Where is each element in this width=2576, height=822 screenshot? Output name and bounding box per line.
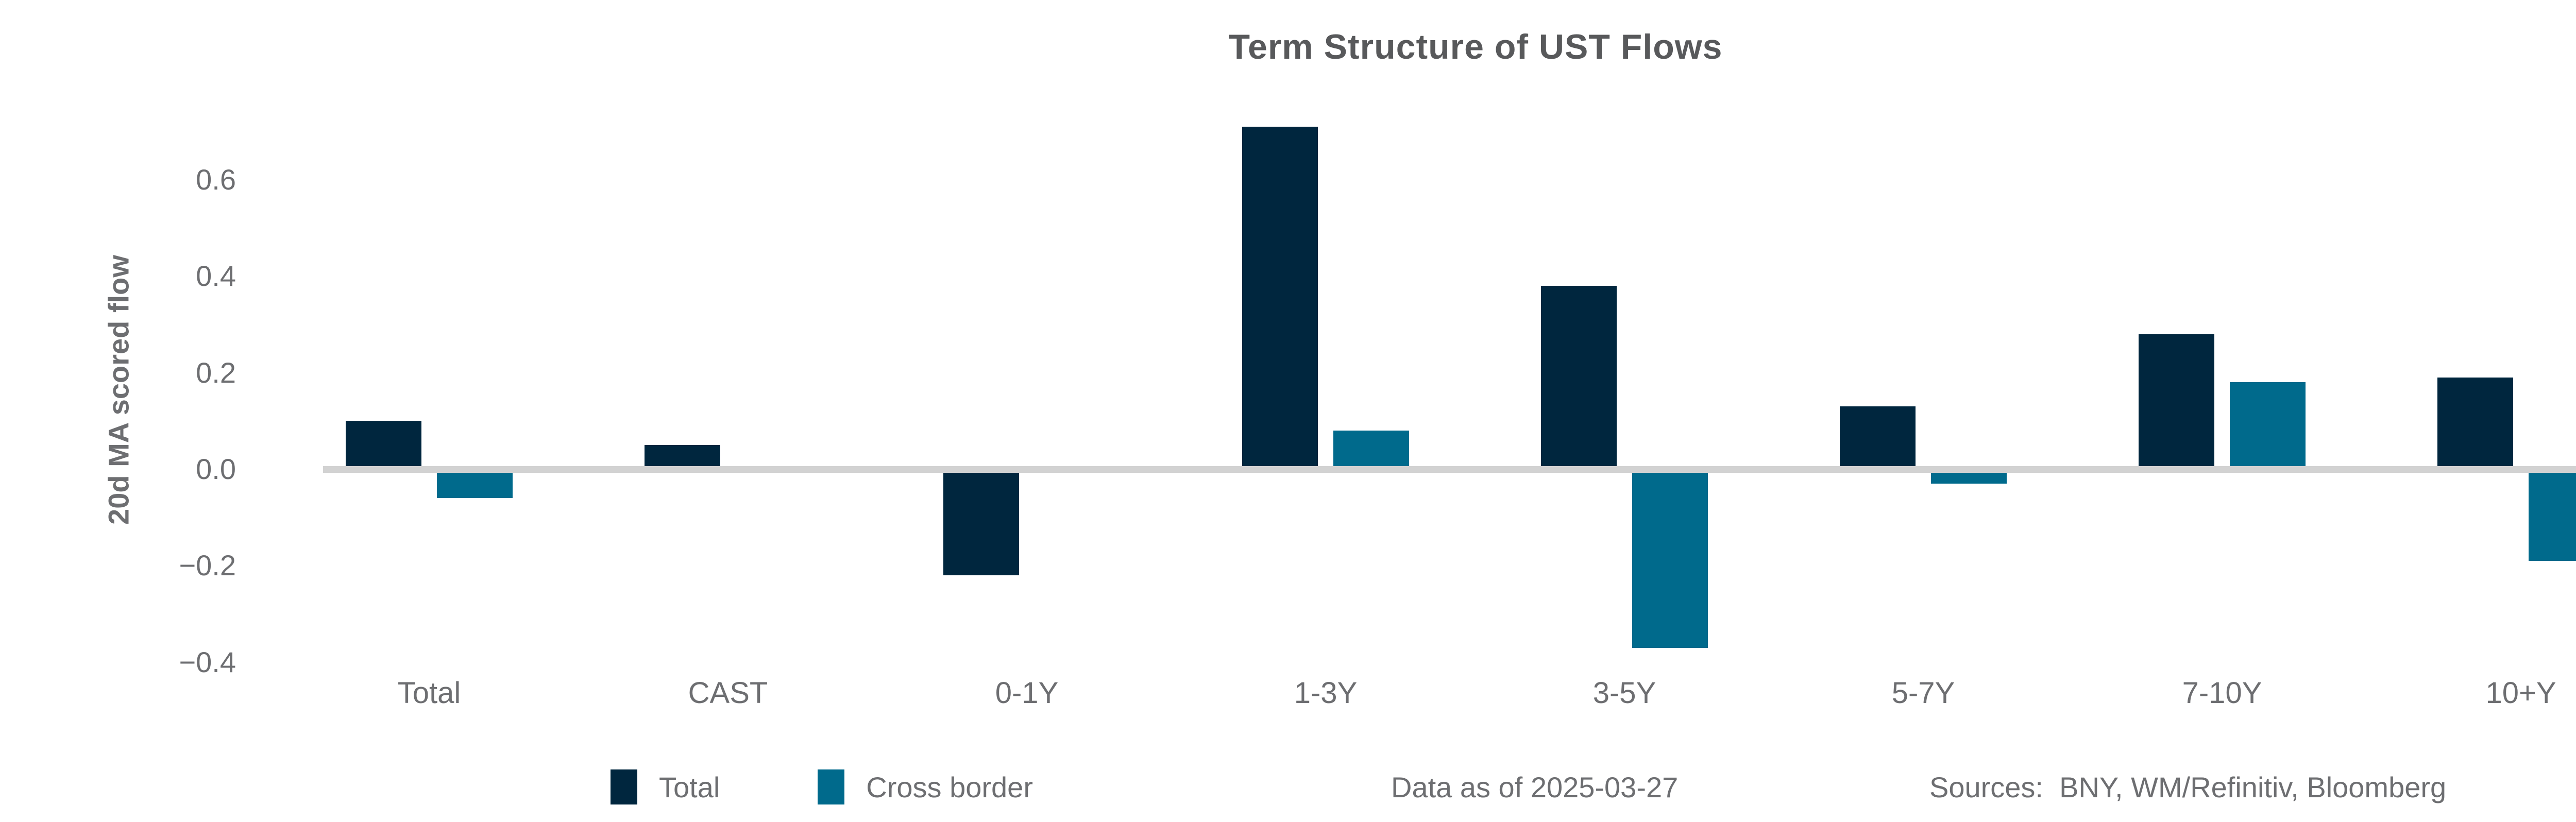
legend-swatch-total [611, 769, 637, 804]
bar-cross-border-3-5y [1632, 469, 1708, 648]
legend-label-cross-border: Cross border [866, 770, 1033, 803]
bar-total-total [346, 421, 421, 469]
x-tick-label-total: Total [397, 676, 461, 710]
bar-total-1-3y [1242, 126, 1318, 469]
bar-total-0-1y [943, 469, 1019, 576]
bar-total-7-10y [2139, 334, 2214, 469]
bar-cross-border-total [437, 469, 513, 499]
bar-total-3-5y [1541, 285, 1617, 469]
y-tick-label: −0.4 [179, 645, 236, 678]
legend-label-total: Total [659, 770, 720, 803]
zero-axis-line [323, 466, 2576, 473]
legend-item-cross-border: Cross border [818, 769, 1033, 804]
y-tick-label: −0.2 [179, 549, 236, 582]
x-tick-label-0-1y: 0-1Y [995, 676, 1059, 710]
bar-total-10+y [2437, 377, 2513, 469]
x-tick-label-7-10y: 7-10Y [2182, 676, 2262, 710]
legend-item-total: Total [611, 769, 720, 804]
data-as-of-note: Data as of 2025-03-27 [1391, 771, 1679, 803]
bar-total-5-7y [1840, 406, 1916, 469]
chart-title: Term Structure of UST Flows [1228, 27, 1723, 66]
y-tick-label: 0.4 [196, 260, 236, 293]
x-tick-label-cast: CAST [688, 676, 768, 710]
x-tick-label-3-5y: 3-5Y [1592, 676, 1656, 710]
y-tick-label: 0.0 [196, 453, 236, 485]
bar-cross-border-1-3y [1333, 431, 1409, 469]
bar-total-cast [645, 445, 720, 469]
x-tick-label-5-7y: 5-7Y [1891, 676, 1955, 710]
legend-swatch-cross-border [818, 769, 845, 804]
x-tick-label-1-3y: 1-3Y [1294, 676, 1358, 710]
sources-note: Sources: BNY, WM/Refinitiv, Bloomberg [1929, 771, 2447, 803]
legend: Total Cross border [611, 769, 1033, 804]
x-tick-label-10+y: 10+Y [2485, 676, 2556, 710]
y-tick-label: 0.2 [196, 356, 236, 389]
y-tick-label: 0.6 [196, 163, 236, 196]
bar-cross-border-10+y [2529, 469, 2576, 561]
bar-cross-border-7-10y [2230, 382, 2306, 469]
